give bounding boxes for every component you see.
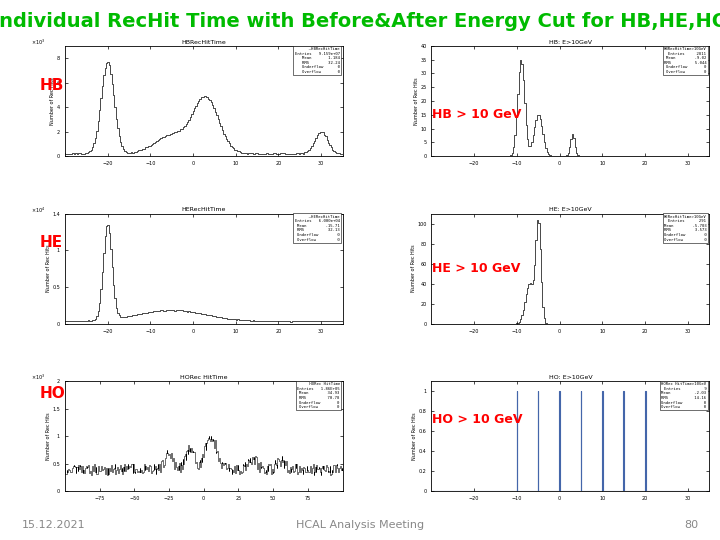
- Text: —HERecHitTime
Entries   6.000e+04
Mean        -15.71
RMS          32.13
Underflo: —HERecHitTime Entries 6.000e+04 Mean -15…: [294, 214, 340, 241]
- Title: HORec HitTime: HORec HitTime: [180, 375, 228, 380]
- Text: HO: HO: [40, 386, 66, 401]
- Text: HB: HB: [40, 78, 64, 93]
- Y-axis label: Number of Rec Hits: Number of Rec Hits: [414, 77, 419, 125]
- Y-axis label: Number of Rec Hits: Number of Rec Hits: [50, 77, 55, 125]
- Text: HORec HitTime
Entries   1.86E+05
Mean        34.93
RMS         70.78
Underflow  : HORec HitTime Entries 1.86E+05 Mean 34.9…: [297, 382, 340, 409]
- Text: 80: 80: [684, 520, 698, 530]
- Text: HCAL Analysis Meeting: HCAL Analysis Meeting: [296, 520, 424, 530]
- Y-axis label: Number of Rec Hits: Number of Rec Hits: [413, 413, 418, 460]
- Title: HB: E>10GeV: HB: E>10GeV: [549, 40, 592, 45]
- Title: HERecHitTime: HERecHitTime: [181, 207, 226, 212]
- Text: HE > 10 GeV: HE > 10 GeV: [432, 262, 521, 275]
- Text: Individual RecHit Time with Before&After Energy Cut for HB,HE,HO: Individual RecHit Time with Before&After…: [0, 12, 720, 31]
- Text: HBRecHitTime>10GeV
Entries     2811
Mean        -9.02
RMS          5.044
Underfl: HBRecHitTime>10GeV Entries 2811 Mean -9.…: [664, 47, 706, 74]
- Text: HB > 10 GeV: HB > 10 GeV: [432, 108, 521, 121]
- Text: HORec HitTime>10GeV
Entries          9
Mean          -2.03
RMS           14.16
U: HORec HitTime>10GeV Entries 9 Mean -2.03…: [661, 382, 706, 409]
- Text: $\times10^3$: $\times10^3$: [32, 38, 45, 47]
- Text: HO > 10 GeV: HO > 10 GeV: [432, 413, 523, 426]
- Y-axis label: Number of Rec Hits: Number of Rec Hits: [46, 413, 51, 460]
- Y-axis label: Number of Rec Hits: Number of Rec Hits: [46, 245, 51, 293]
- Text: HERecHitTime>10GeV
Entries      291
Mean        -5.703
RMS          3.573
Underf: HERecHitTime>10GeV Entries 291 Mean -5.7…: [664, 214, 706, 241]
- Title: HE: E>10GeV: HE: E>10GeV: [549, 207, 592, 212]
- Title: HO: E>10GeV: HO: E>10GeV: [549, 375, 592, 380]
- Title: HBRecHitTime: HBRecHitTime: [181, 40, 226, 45]
- Text: $\times10^3$: $\times10^3$: [32, 373, 45, 382]
- Text: HE: HE: [40, 235, 63, 250]
- Y-axis label: Number of Rec Hits: Number of Rec Hits: [411, 245, 416, 293]
- Text: —HBRecHitTime
Entries   9.159e+07
Mean       1.184
RMS        32.24
Underflow   : —HBRecHitTime Entries 9.159e+07 Mean 1.1…: [294, 47, 340, 74]
- Text: $\times10^4$: $\times10^4$: [32, 205, 46, 214]
- Text: 15.12.2021: 15.12.2021: [22, 520, 85, 530]
